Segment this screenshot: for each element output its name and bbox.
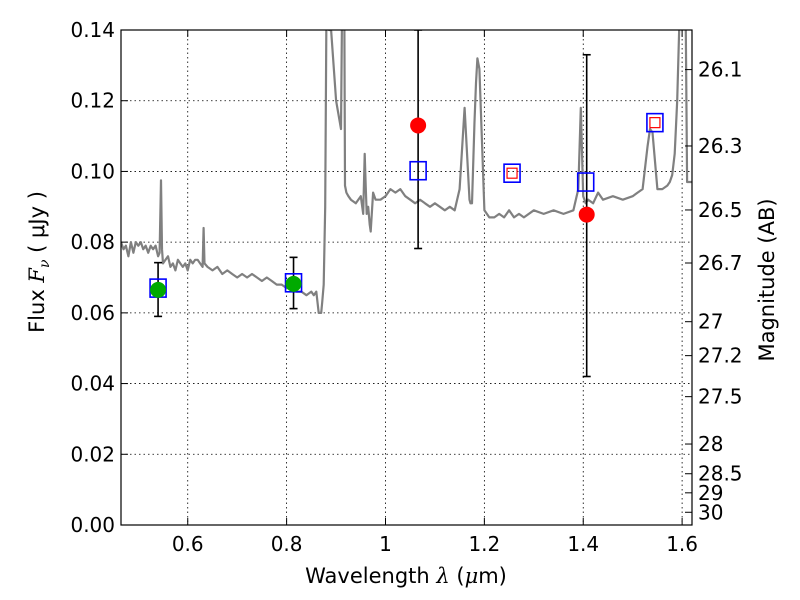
x-tick-label: 0.6 xyxy=(172,532,204,556)
mag-tick-label: 27.5 xyxy=(698,385,743,409)
mag-tick-label: 29 xyxy=(698,481,723,505)
open-square-marker xyxy=(409,160,427,181)
mag-tick-label: 27 xyxy=(698,310,723,334)
y-tick-label: 0.06 xyxy=(70,301,115,325)
tick-layer: 0.6 0.8 1 1.2 1.4 1.6 0.00 0.02 0.04 0.06 0.08 0.10… xyxy=(70,18,742,556)
y-tick-label: 0.14 xyxy=(70,18,115,42)
x-tick-label: 1 xyxy=(379,532,392,556)
y-tick-label: 0.00 xyxy=(70,513,115,537)
y-axis-title: Flux Fν ( μJy ) xyxy=(25,191,53,333)
mag-tick-label: 26.5 xyxy=(698,198,743,222)
mag-tick-label: 26.3 xyxy=(698,134,743,158)
small-square-marker xyxy=(649,117,661,129)
mag-tick-label: 26.7 xyxy=(698,251,743,275)
red-circle-marker xyxy=(410,117,427,134)
green-circle-marker xyxy=(285,275,302,292)
small-square-marker xyxy=(506,167,518,179)
y-tick-label: 0.10 xyxy=(70,159,115,183)
x-axis-title: Wavelength λ (μm) xyxy=(305,564,507,588)
green-circle-marker xyxy=(150,281,167,298)
mag-tick-label: 27.2 xyxy=(698,344,743,368)
grid xyxy=(121,30,692,525)
y-tick-label: 0.08 xyxy=(70,230,115,254)
model-sed-line xyxy=(121,30,692,314)
mag-tick-label: 30 xyxy=(698,500,723,524)
plot-frame xyxy=(120,29,693,526)
open-square-marker xyxy=(646,112,664,133)
mag-tick-label: 28.5 xyxy=(698,462,743,486)
open-square-marker xyxy=(503,163,521,183)
open-square-marker xyxy=(576,172,595,192)
mag-tick-label: 28 xyxy=(698,432,723,456)
y-tick-label: 0.02 xyxy=(70,442,115,466)
red-circle-marker xyxy=(578,206,595,223)
y-tick-label: 0.12 xyxy=(70,89,115,113)
model-sed-layer xyxy=(121,30,692,314)
mag-tick-label: 26.1 xyxy=(698,58,743,82)
y2-axis-title: Magnitude (AB) xyxy=(755,198,779,361)
x-tick-label: 1.2 xyxy=(468,532,500,556)
x-tick-label: 1.6 xyxy=(666,532,698,556)
x-tick-label: 0.8 xyxy=(271,532,303,556)
y-tick-label: 0.04 xyxy=(70,372,115,396)
marker-layer xyxy=(149,112,664,298)
x-tick-label: 1.4 xyxy=(567,532,599,556)
